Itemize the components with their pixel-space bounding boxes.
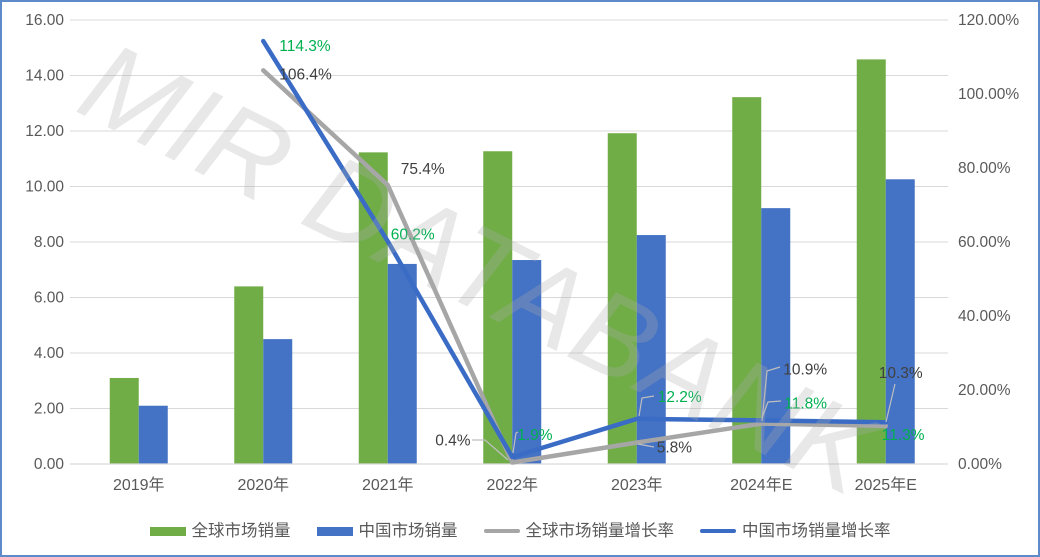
legend-label-global-growth: 全球市场销量增长率 xyxy=(525,521,675,540)
left-axis-tick-label: 6.00 xyxy=(34,290,65,307)
data-label-global-growth-2024年E: 10.9% xyxy=(783,362,827,379)
bar-china-sales-2025年E[interactable] xyxy=(885,179,915,464)
right-axis-tick-label: 40.00% xyxy=(958,308,1011,325)
bar-china-sales-2021年[interactable] xyxy=(387,263,417,464)
label-leader-line xyxy=(472,439,509,461)
line-china-growth[interactable] xyxy=(261,38,888,460)
data-label-china-growth-2023年: 12.2% xyxy=(658,389,702,406)
legend-label-china-growth: 中国市场销量增长率 xyxy=(742,521,891,540)
legend-item-global-sales[interactable]: 全球市场销量 xyxy=(149,521,291,540)
legend-label-global-sales: 全球市场销量 xyxy=(191,521,291,540)
right-axis-tick-label: 0.00% xyxy=(958,456,1002,473)
legend-line-swatch-china-growth xyxy=(700,528,736,534)
data-label-china-growth-2025年E: 11.3% xyxy=(882,427,925,444)
legend-bar-swatch-global-sales xyxy=(149,526,186,536)
legend-label-china-sales: 中国市场销量 xyxy=(358,521,458,540)
bar-china-sales-2022年[interactable] xyxy=(512,260,542,464)
left-axis-tick-label: 14.00 xyxy=(25,68,64,85)
label-leader-line xyxy=(761,366,781,422)
label-leader-line xyxy=(512,431,519,454)
right-axis-tick-label: 100.00% xyxy=(958,86,1019,103)
legend-item-global-growth[interactable]: 全球市场销量增长率 xyxy=(483,521,675,540)
left-axis-tick-label: 10.00 xyxy=(25,179,64,196)
legend-item-china-growth[interactable]: 中国市场销量增长率 xyxy=(700,523,891,540)
data-label-china-growth-2022年: 1.9% xyxy=(517,427,553,444)
bar-global-sales-2019年[interactable] xyxy=(109,377,139,464)
combo-chart-canvas: 0.00 2.00 4.00 6.00 8.00 10.00 12.00 14.00 16.00… xyxy=(25,12,1019,494)
right-axis-tick-label: 20.00% xyxy=(958,382,1011,399)
left-axis-tick-label: 12.00 xyxy=(25,123,64,140)
data-label-global-growth-2020年: 106.4% xyxy=(279,66,332,83)
data-label-global-growth-2023年: 5.8% xyxy=(657,440,693,457)
left-axis-tick-label: 2.00 xyxy=(34,401,65,418)
data-label-global-growth-2022年: 0.4% xyxy=(435,433,471,450)
right-axis-tick-label: 120.00% xyxy=(958,12,1019,29)
bar-global-sales-2024年E[interactable] xyxy=(732,97,762,465)
x-axis-category-label: 2020年 xyxy=(237,476,289,494)
left-axis-tick-label: 8.00 xyxy=(34,234,65,251)
data-label-china-growth-2020年: 114.3% xyxy=(279,38,331,55)
legend-line-swatch-global-growth xyxy=(483,528,520,534)
bar-global-sales-2020年[interactable] xyxy=(234,286,264,464)
right-axis-tick-label: 60.00% xyxy=(958,234,1011,251)
left-axis-tick-label: 0.00 xyxy=(34,456,65,473)
bar-global-sales-2023年[interactable] xyxy=(607,133,637,464)
x-axis-category-label: 2019年 xyxy=(113,476,165,494)
x-axis-category-label: 2023年 xyxy=(611,476,663,494)
left-axis-tick-label: 16.00 xyxy=(25,12,64,29)
label-leader-line xyxy=(885,383,896,423)
label-leader-line xyxy=(638,395,655,417)
data-label-china-growth-2024年E: 11.8% xyxy=(784,395,827,412)
bar-china-sales-2019年[interactable] xyxy=(138,405,168,464)
x-axis-category-label: 2022年 xyxy=(486,476,538,494)
legend-item-china-sales[interactable]: 中国市场销量 xyxy=(316,521,458,540)
legend-bar-swatch-china-sales xyxy=(316,526,353,536)
bar-china-sales-2020年[interactable] xyxy=(263,339,293,464)
data-label-china-growth-2021年: 60.2% xyxy=(391,226,435,243)
x-axis-category-label: 2025年E xyxy=(855,476,917,494)
label-leader-line xyxy=(761,400,782,419)
line-global-growth[interactable] xyxy=(261,68,888,465)
bar-global-sales-2025年E[interactable] xyxy=(856,59,886,464)
left-axis-tick-label: 4.00 xyxy=(34,345,65,362)
data-label-global-growth-2021年: 75.4% xyxy=(401,161,445,178)
bar-china-sales-2023年[interactable] xyxy=(636,235,666,464)
x-axis-category-label: 2021年 xyxy=(362,476,414,494)
data-label-global-growth-2025年E: 10.3% xyxy=(879,365,923,382)
x-axis-category-label: 2024年E xyxy=(730,476,792,494)
right-axis-tick-label: 80.00% xyxy=(958,160,1011,177)
legend: 全球市场销量 中国市场销量 全球市场销量增长率 中国市场销量增长率 xyxy=(2,514,1038,548)
label-leader-line xyxy=(637,443,655,448)
